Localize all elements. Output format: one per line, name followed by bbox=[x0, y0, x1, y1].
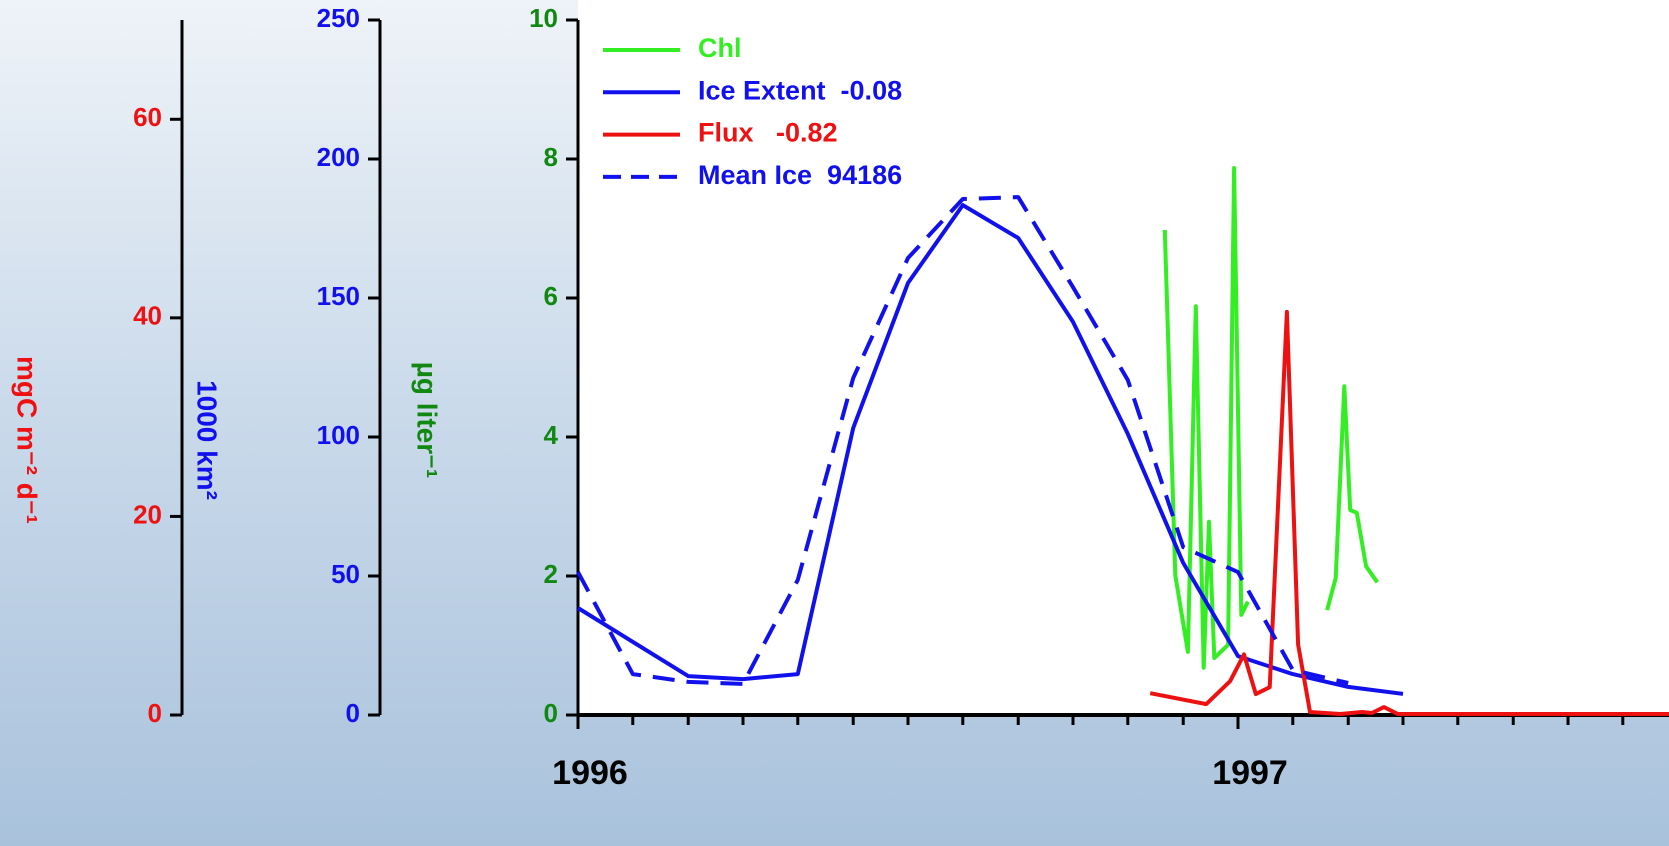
y-tick-label: 4 bbox=[544, 420, 559, 450]
series-line bbox=[576, 195, 1349, 686]
series-line bbox=[1149, 309, 1669, 716]
series-line bbox=[576, 203, 1404, 696]
legend-label: Ice Extent -0.08 bbox=[698, 75, 902, 105]
y-tick-label: 250 bbox=[317, 3, 360, 33]
y-tick-label: 0 bbox=[346, 698, 360, 728]
x-tick-label: 1997 bbox=[1212, 754, 1288, 792]
legend-label: Flux -0.82 bbox=[698, 118, 838, 148]
y-tick-label: 200 bbox=[317, 142, 360, 172]
y-axis-label: 1000 km² bbox=[192, 380, 223, 500]
y-tick-label: 0 bbox=[544, 698, 558, 728]
legend-label: Mean Ice 94186 bbox=[698, 160, 902, 190]
plot-area bbox=[578, 0, 1669, 715]
y-tick-label: 8 bbox=[544, 142, 558, 172]
y-tick-label: 20 bbox=[133, 499, 162, 529]
y-tick-label: 50 bbox=[331, 559, 360, 589]
y-tick-label: 10 bbox=[529, 3, 558, 33]
series-line bbox=[1162, 166, 1379, 670]
y-tick-label: 100 bbox=[317, 420, 360, 450]
y-tick-label: 150 bbox=[317, 281, 360, 311]
y-tick-label: 40 bbox=[133, 301, 162, 331]
y-axis-label: µg liter⁻¹ bbox=[412, 362, 443, 478]
y-tick-label: 0 bbox=[148, 698, 162, 728]
legend-label: Chl bbox=[698, 33, 742, 63]
y-axis-label: mgC m⁻² d⁻¹ bbox=[12, 356, 43, 524]
y-tick-label: 6 bbox=[544, 281, 558, 311]
y-tick-label: 2 bbox=[544, 559, 558, 589]
x-tick-label: 1996 bbox=[552, 754, 628, 792]
y-tick-label: 60 bbox=[133, 102, 162, 132]
